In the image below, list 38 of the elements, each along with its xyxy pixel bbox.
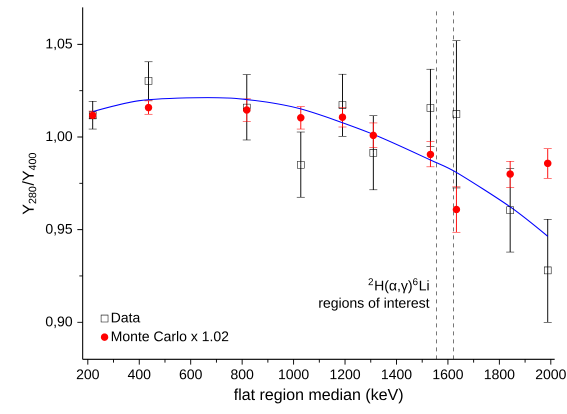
x-axis-title: flat region median (keV) <box>234 388 403 404</box>
point <box>338 101 346 109</box>
point <box>506 206 514 214</box>
point <box>506 170 514 178</box>
y-tick-label: 1,00 <box>46 131 72 143</box>
annotation: regions of interest <box>319 298 430 311</box>
x-tick-label: 1400 <box>382 369 412 380</box>
x-tick-label: 1000 <box>279 369 309 380</box>
x-tick-label: 400 <box>128 369 150 380</box>
point <box>297 114 305 122</box>
point <box>370 132 378 140</box>
point <box>243 104 251 112</box>
point <box>338 113 346 121</box>
point <box>544 266 552 274</box>
annotation: $^{2}$H(α,γ)$^{6}$Li <box>368 278 429 294</box>
point <box>370 149 378 156</box>
x-tick-label: 800 <box>231 369 254 380</box>
x-tick-label: 200 <box>76 369 99 380</box>
point <box>426 104 434 112</box>
legend-label: Data <box>112 312 140 323</box>
point <box>144 77 152 85</box>
point <box>452 206 460 214</box>
point <box>452 110 460 118</box>
x-tick-label: 600 <box>180 369 202 380</box>
point <box>544 160 552 168</box>
y-tick-label: 0,95 <box>46 224 72 236</box>
y-tick-label: 0,90 <box>46 316 72 328</box>
point <box>144 104 152 112</box>
point <box>426 150 434 158</box>
point <box>243 106 251 114</box>
point <box>297 161 305 169</box>
x-tick-label: 1600 <box>433 369 463 380</box>
y-tick-label: 1,05 <box>46 38 72 50</box>
legend-label: Monte Carlo x 1.02 <box>112 331 228 342</box>
y-axis-title: Y$_{280}$/Y$_{400}$ <box>22 153 36 214</box>
x-tick-label: 2000 <box>536 369 566 380</box>
x-tick-label: 1800 <box>484 369 514 380</box>
x-tick-label: 1200 <box>330 369 360 380</box>
